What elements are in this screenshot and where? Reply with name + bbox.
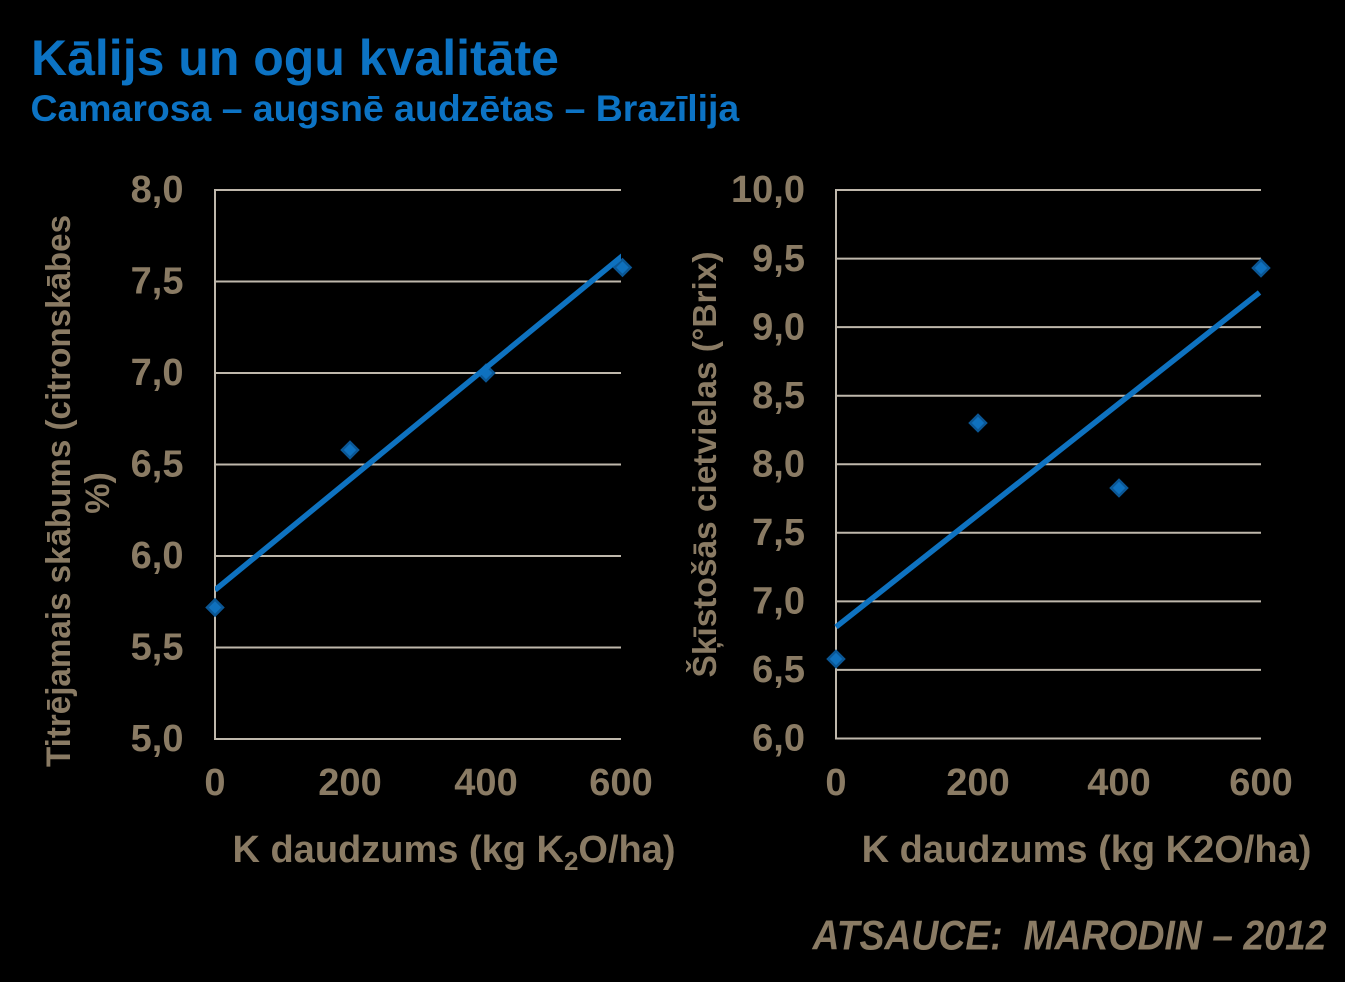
svg-text:Camarosa – augsnē audzētas – B: Camarosa – augsnē audzētas – Brazīlija (31, 87, 741, 129)
svg-text:7,0: 7,0 (752, 581, 805, 623)
svg-text:400: 400 (454, 762, 517, 804)
svg-text:6,0: 6,0 (752, 718, 805, 760)
svg-text:%): %) (79, 472, 117, 514)
svg-text:Šķīstošās cietvielas (°Brix): Šķīstošās cietvielas (°Brix) (685, 252, 723, 678)
svg-text:8,5: 8,5 (752, 375, 805, 417)
svg-text:6,0: 6,0 (131, 535, 184, 577)
svg-text:Kālijs un ogu kvalitāte: Kālijs un ogu kvalitāte (31, 30, 559, 86)
svg-text:200: 200 (318, 762, 381, 804)
svg-text:0: 0 (825, 762, 846, 804)
svg-text:600: 600 (1229, 762, 1292, 804)
svg-text:K daudzums (kg K2O/ha): K daudzums (kg K2O/ha) (232, 829, 675, 876)
svg-text:0: 0 (204, 762, 225, 804)
svg-text:ATSAUCE: MARODIN – 2012: ATSAUCE: MARODIN – 2012 (812, 912, 1327, 959)
svg-text:9,5: 9,5 (752, 238, 805, 280)
svg-text:200: 200 (946, 762, 1009, 804)
svg-text:7,5: 7,5 (752, 512, 805, 554)
svg-text:8,0: 8,0 (752, 443, 805, 485)
svg-text:7,5: 7,5 (131, 261, 184, 303)
svg-text:5,0: 5,0 (131, 718, 184, 760)
svg-text:400: 400 (1087, 762, 1150, 804)
svg-text:6,5: 6,5 (752, 649, 805, 691)
svg-text:8,0: 8,0 (131, 169, 184, 211)
svg-text:K daudzums (kg K2O/ha): K daudzums (kg K2O/ha) (862, 829, 1312, 871)
svg-text:600: 600 (589, 762, 652, 804)
svg-text:5,5: 5,5 (131, 627, 184, 669)
svg-text:6,5: 6,5 (131, 444, 184, 486)
svg-text:Titrējamais skābums (citronskā: Titrējamais skābums (citronskābes (40, 215, 78, 767)
svg-text:7,0: 7,0 (131, 352, 184, 394)
svg-text:10,0: 10,0 (731, 169, 805, 211)
svg-text:9,0: 9,0 (752, 306, 805, 348)
